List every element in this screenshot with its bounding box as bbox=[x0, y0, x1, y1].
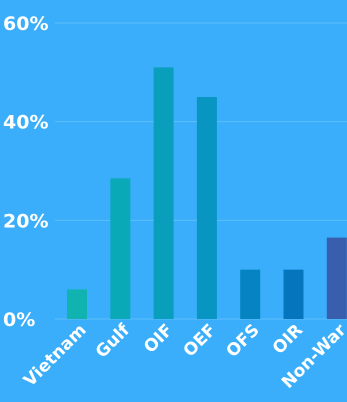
x-tick-label: OIF bbox=[140, 320, 177, 357]
bar-oef bbox=[196, 97, 217, 319]
bar-ofs bbox=[240, 269, 261, 319]
bar-gulf bbox=[110, 178, 131, 319]
y-tick-label: 20% bbox=[3, 210, 48, 232]
y-tick-label: 0% bbox=[3, 309, 35, 331]
y-tick-label: 60% bbox=[3, 13, 48, 35]
y-axis-ticks: 0% 20% 40% 60% bbox=[3, 13, 48, 331]
y-tick-label: 40% bbox=[3, 112, 48, 134]
bar-non-war bbox=[326, 237, 347, 319]
bar-layer bbox=[67, 67, 347, 320]
x-tick-label: Gulf bbox=[92, 320, 134, 362]
bar-vietnam bbox=[67, 289, 87, 319]
x-tick-label: OIR bbox=[269, 320, 307, 358]
x-tick-label: OEF bbox=[180, 320, 221, 361]
bar-oir bbox=[283, 269, 304, 319]
x-tick-label: OFS bbox=[223, 320, 264, 361]
bar-oif bbox=[153, 67, 174, 320]
